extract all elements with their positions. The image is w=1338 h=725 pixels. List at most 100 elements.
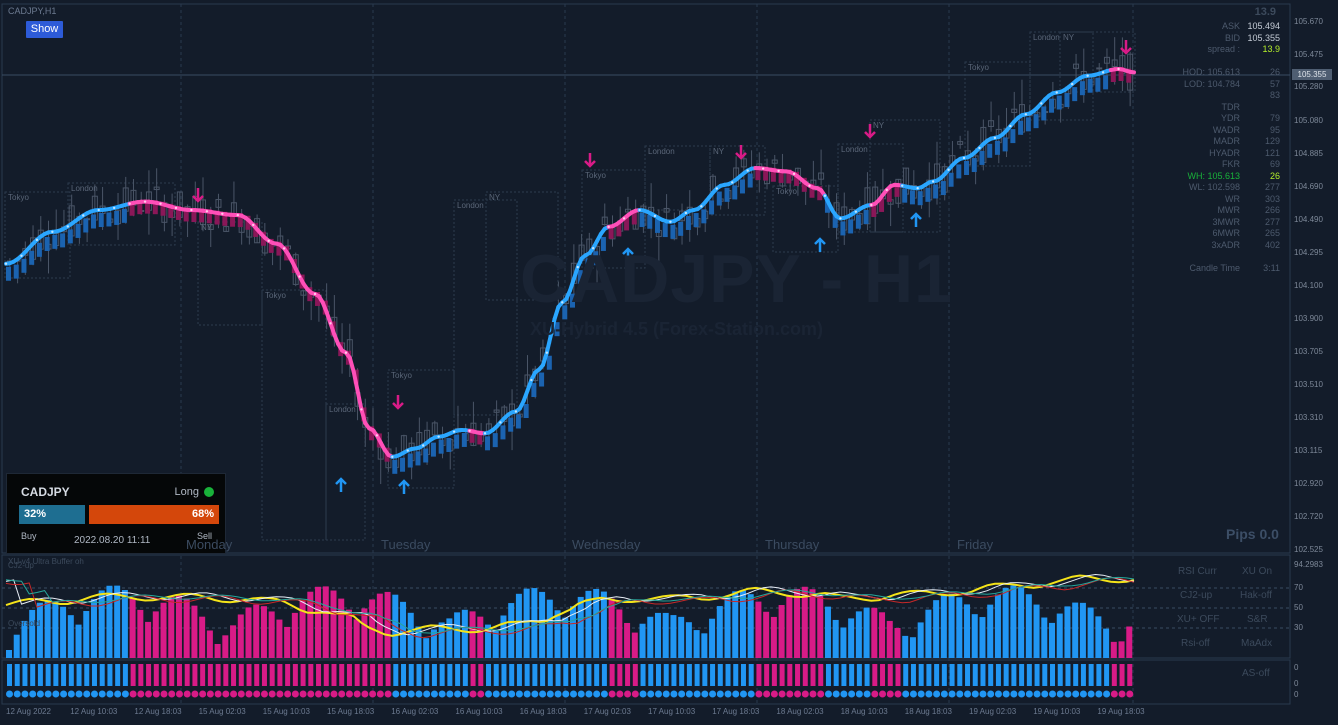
strip-bar bbox=[988, 664, 994, 686]
strip-dot bbox=[454, 690, 462, 698]
histogram-bar bbox=[400, 601, 407, 658]
strip-bar bbox=[478, 664, 484, 686]
ribbon-block-up bbox=[90, 214, 96, 229]
ribbon-block-up bbox=[29, 250, 35, 265]
strip-bar bbox=[779, 664, 785, 686]
osc-control-6[interactable]: Rsi-off bbox=[1181, 638, 1210, 649]
trend-dot bbox=[931, 180, 935, 183]
osc-control-7[interactable]: MaAdx bbox=[1241, 638, 1273, 649]
histogram-bar bbox=[724, 596, 731, 658]
strip-dot bbox=[98, 690, 106, 698]
osc-right-top: 94.2983 bbox=[1294, 560, 1323, 569]
stat-row: Candle Time 3:11 bbox=[1178, 263, 1282, 275]
as-off-control[interactable]: AS-off bbox=[1242, 668, 1270, 679]
price-tick: 105.280 bbox=[1294, 82, 1323, 92]
trend-dot bbox=[653, 214, 657, 218]
candle-body bbox=[153, 186, 160, 191]
strip-dot bbox=[21, 690, 29, 698]
strip-bar bbox=[818, 664, 824, 686]
strip-bar bbox=[200, 664, 206, 686]
ribbon-block-up bbox=[909, 190, 915, 205]
strip-dot bbox=[948, 690, 956, 698]
day-label: Tuesday bbox=[381, 537, 431, 552]
ribbon-block-up bbox=[678, 221, 684, 236]
ribbon-block-up bbox=[75, 223, 81, 238]
strip-dot bbox=[539, 690, 547, 698]
strip-bar bbox=[408, 664, 414, 686]
histogram-bar bbox=[546, 599, 553, 658]
stat-key: LOD: 104.784 bbox=[1183, 78, 1240, 89]
histogram-bar bbox=[1126, 626, 1133, 658]
strip-bar bbox=[1026, 664, 1032, 686]
buy-arrow bbox=[398, 479, 410, 494]
session-label: Tokyo bbox=[968, 63, 989, 72]
histogram-bar bbox=[902, 635, 909, 658]
buy-arrow bbox=[814, 237, 826, 252]
strip-bar bbox=[1088, 664, 1094, 686]
strip-bar bbox=[532, 664, 538, 686]
session-label: Tokyo bbox=[391, 371, 412, 380]
histogram-bar bbox=[840, 627, 847, 658]
histogram-bar bbox=[539, 591, 546, 658]
strip-dot bbox=[662, 690, 670, 698]
osc-control-0[interactable]: RSI Curr bbox=[1178, 566, 1217, 577]
osc-control-3[interactable]: Hak-off bbox=[1240, 590, 1273, 601]
date-tick: 19 Aug 10:03 bbox=[1033, 707, 1081, 716]
stat-value: 57 bbox=[1269, 78, 1280, 89]
ribbon-block-down bbox=[778, 168, 784, 183]
osc-control-2[interactable]: CJ2-up bbox=[1180, 590, 1213, 601]
strip-dot bbox=[1064, 690, 1072, 698]
ribbon-block-up bbox=[21, 258, 27, 273]
candle-body bbox=[740, 158, 747, 168]
strip-dot bbox=[260, 690, 268, 698]
strip-bar bbox=[910, 664, 916, 686]
histogram-bar bbox=[894, 628, 901, 658]
sentiment-panel: CADJPY Long 32% 68% Buy 2022.08.20 11:11… bbox=[6, 473, 226, 554]
histogram-bar bbox=[299, 600, 306, 658]
ribbon-block-up bbox=[685, 215, 691, 230]
histogram-bar bbox=[647, 616, 654, 658]
osc-control-1[interactable]: XU On bbox=[1242, 566, 1273, 577]
rsi-line bbox=[5, 574, 1135, 637]
strip-dot bbox=[1087, 690, 1095, 698]
trend-segment bbox=[552, 304, 561, 322]
histogram-bar bbox=[879, 612, 886, 658]
osc-mid-label: CJ2-up bbox=[8, 561, 34, 570]
strip-dot bbox=[446, 690, 454, 698]
histogram-bar bbox=[654, 612, 661, 658]
stat-key: WL: 102.598 bbox=[1188, 182, 1240, 192]
osc-control-4[interactable]: XU+ OFF bbox=[1177, 614, 1220, 625]
histogram-bar bbox=[284, 626, 291, 658]
histogram-bar bbox=[848, 618, 855, 658]
ribbon-block-down bbox=[160, 201, 166, 216]
sell-arrow bbox=[584, 153, 596, 168]
trend-dot bbox=[190, 208, 193, 212]
histogram-bar bbox=[794, 588, 801, 658]
strip-dot bbox=[801, 690, 809, 698]
ribbon-block-up bbox=[446, 437, 452, 452]
trend-dot bbox=[962, 156, 966, 160]
arrow-head bbox=[622, 247, 634, 255]
histogram-bar bbox=[739, 590, 746, 658]
stat-value: 303 bbox=[1264, 193, 1280, 204]
ribbon-block-down bbox=[1118, 67, 1124, 82]
histogram-bar bbox=[407, 612, 414, 658]
strip-bar bbox=[316, 664, 322, 686]
pips-readout: Pips 0.0 bbox=[1226, 526, 1279, 542]
ribbon-block-down bbox=[168, 203, 174, 218]
strip-dot bbox=[36, 690, 44, 698]
strip-bar bbox=[107, 664, 113, 686]
osc-control-5[interactable]: S&R bbox=[1247, 614, 1268, 625]
stat-value: 277 bbox=[1264, 182, 1280, 192]
strip-axis-label: 0 bbox=[1294, 663, 1299, 672]
strip-bar bbox=[254, 664, 260, 686]
stat-key: spread : bbox=[1207, 44, 1240, 54]
arrow-head bbox=[335, 477, 347, 485]
histogram-bar bbox=[276, 619, 283, 658]
strip-dot bbox=[562, 690, 570, 698]
ribbon-block-up bbox=[44, 236, 50, 251]
show-button[interactable]: Show bbox=[26, 21, 63, 38]
strip-bar bbox=[346, 664, 352, 686]
strip-bar bbox=[138, 664, 144, 686]
